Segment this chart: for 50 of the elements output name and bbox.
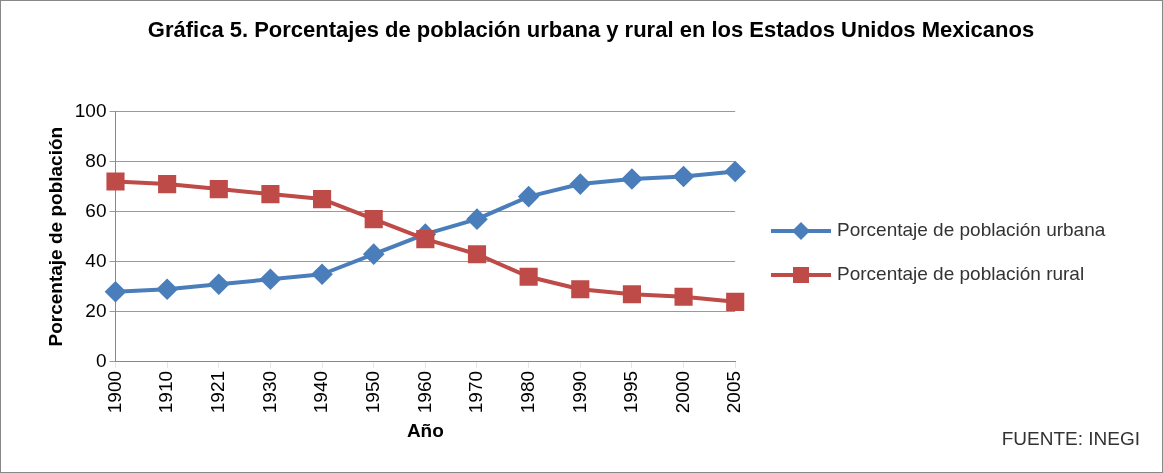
point: [157, 279, 178, 300]
x-tick-label: 1921: [207, 370, 229, 414]
point: [209, 179, 228, 199]
legend-label: Porcentaje de población rural: [837, 262, 1085, 286]
point: [673, 166, 694, 187]
x-tick-label: 1990: [568, 370, 590, 414]
x-tick-label: 1930: [258, 370, 280, 414]
point: [364, 210, 383, 229]
x-tick-label: 2005: [723, 370, 745, 414]
point: [363, 244, 384, 265]
y-tick-label: 100: [74, 99, 107, 121]
x-tick-label: 1980: [516, 370, 538, 414]
x-axis-title: Año: [406, 419, 444, 441]
x-tick-label: 1960: [413, 370, 435, 414]
point: [622, 285, 641, 304]
x-tick-label: 1940: [310, 370, 332, 414]
point: [726, 292, 745, 311]
point: [725, 161, 746, 182]
point: [261, 185, 280, 204]
point: [621, 169, 642, 190]
y-tick-label: 80: [85, 149, 107, 171]
point: [570, 174, 591, 195]
point: [518, 186, 539, 207]
legend-label: Porcentaje de población urbana: [837, 218, 1106, 242]
point: [105, 281, 126, 302]
point: [158, 174, 177, 194]
x-tick-label: 2000: [671, 370, 693, 414]
point: [313, 190, 332, 209]
point: [260, 269, 281, 290]
point: [571, 280, 590, 299]
point: [519, 267, 538, 286]
y-tick-label: 60: [85, 199, 107, 221]
point: [466, 209, 487, 230]
point: [674, 287, 693, 306]
y-tick-label: 40: [85, 249, 107, 271]
y-axis-title: Porcentaje de población: [44, 126, 66, 347]
y-tick-label: 0: [95, 350, 107, 372]
x-tick-label: 1950: [361, 370, 383, 414]
point: [312, 264, 333, 285]
point: [106, 172, 125, 191]
x-tick-label: 1970: [465, 370, 487, 414]
x-tick-label: 1910: [155, 370, 177, 414]
point: [467, 245, 487, 264]
chart-title: Gráfica 5. Porcentajes de población urbana y rural en los Estados Unidos Mexicanos: [146, 16, 1036, 44]
x-tick-label: 1995: [620, 370, 642, 414]
y-tick-label: 20: [85, 300, 107, 322]
source-note: FUENTE: INEGI: [1001, 428, 1140, 450]
x-tick-label: 1900: [103, 370, 125, 414]
point: [416, 230, 435, 249]
point: [208, 274, 229, 295]
